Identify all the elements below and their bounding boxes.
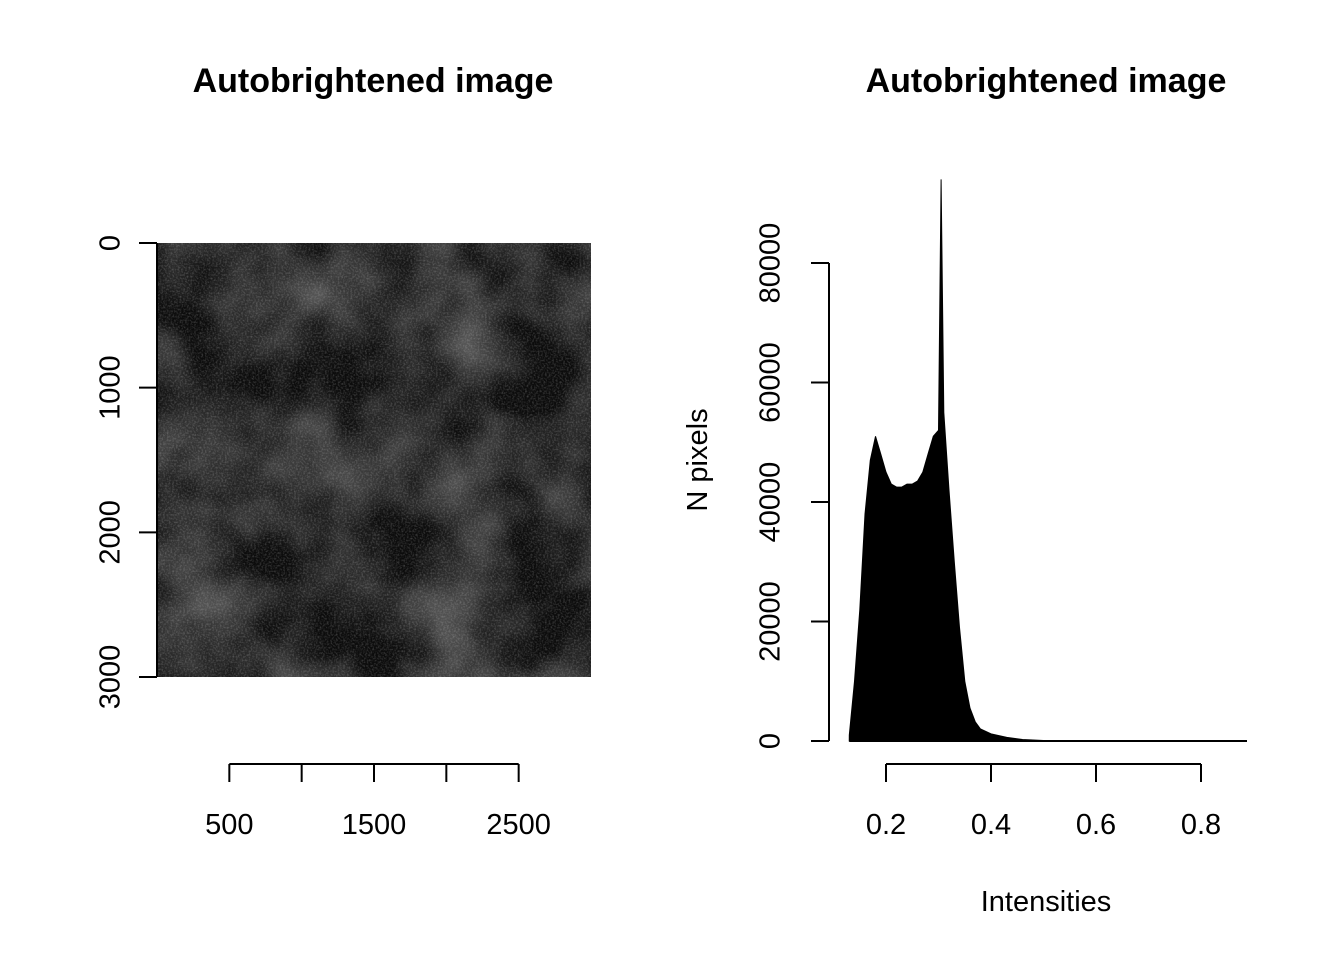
histogram-y-axis: 0 20000 40000 60000 80000	[755, 223, 829, 749]
histogram-panel: Autobrightened image 0.2 0.4 0.6 0.8 0 20000…	[682, 62, 1247, 918]
image-y-tick-label: 2000	[95, 500, 127, 565]
histogram-y-tick-label: 60000	[755, 342, 787, 423]
image-panel-title: Autobrightened image	[193, 62, 554, 100]
image-x-tick-label: 2500	[486, 809, 551, 841]
histogram-panel-title: Autobrightened image	[866, 62, 1227, 100]
micrograph-image-texture	[157, 243, 591, 677]
histogram-x-axis: 0.2 0.4 0.6 0.8	[866, 764, 1221, 841]
histogram-x-tick-label: 0.2	[866, 809, 906, 841]
image-panel: Autobrightened image 500 1500 2500 0 1000 20…	[95, 62, 591, 841]
image-x-tick-label: 1500	[342, 809, 407, 841]
histogram-x-tick-label: 0.4	[971, 809, 1011, 841]
image-y-axis: 0 1000 2000 3000	[95, 235, 157, 709]
image-x-tick-label: 500	[205, 809, 253, 841]
image-y-tick-label: 3000	[95, 645, 127, 710]
histogram-x-tick-label: 0.6	[1076, 809, 1116, 841]
image-y-tick-label: 0	[95, 235, 127, 251]
histogram-x-axis-label: Intensities	[981, 886, 1112, 918]
image-plot	[157, 243, 591, 677]
image-y-tick-label: 1000	[95, 355, 127, 420]
image-x-axis: 500 1500 2500	[205, 764, 551, 841]
histogram-y-tick-label: 40000	[755, 462, 787, 543]
histogram-x-tick-label: 0.8	[1181, 809, 1221, 841]
histogram-y-tick-label: 20000	[755, 581, 787, 662]
histogram-fill	[849, 179, 1243, 741]
histogram-y-tick-label: 0	[755, 733, 787, 749]
histogram-bars	[849, 179, 1247, 741]
histogram-y-axis-label: N pixels	[682, 408, 714, 511]
histogram-y-tick-label: 80000	[755, 223, 787, 304]
